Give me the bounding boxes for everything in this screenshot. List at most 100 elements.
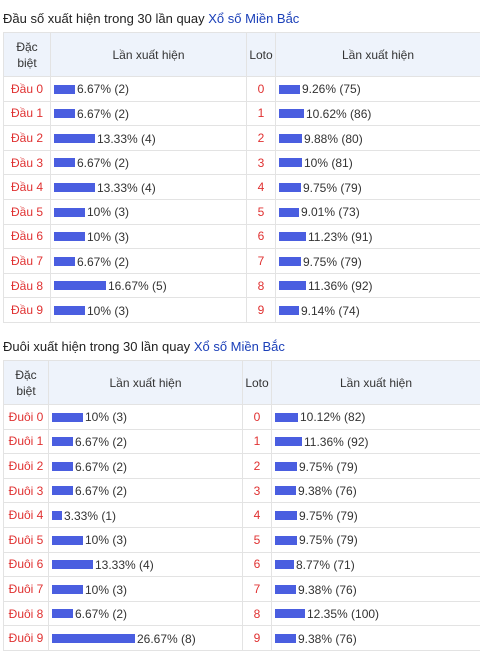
dau-row-label: Đầu 0 bbox=[4, 77, 51, 102]
duoi-row-label: Đuôi 9 bbox=[4, 626, 49, 651]
dau-freq2-value: 9.75% (79) bbox=[303, 254, 362, 268]
dau-row-label: Đầu 2 bbox=[4, 126, 51, 151]
dau-table: Đặc biệt Lần xuất hiện Loto Lần xuất hiệ… bbox=[3, 32, 480, 323]
duoi-loto-number: 3 bbox=[243, 478, 272, 503]
duoi-freq-bar bbox=[52, 560, 93, 569]
duoi-freq-bar bbox=[52, 609, 73, 618]
dau-loto-number: 0 bbox=[247, 77, 276, 102]
duoi-row-label: Đuôi 5 bbox=[4, 527, 49, 552]
dau-freq-bar bbox=[54, 134, 95, 143]
dau-header-special: Đặc biệt bbox=[4, 33, 51, 77]
duoi-section: Đuôi xuất hiện trong 30 lần quay Xổ số M… bbox=[0, 334, 480, 651]
duoi-row-label: Đuôi 8 bbox=[4, 601, 49, 626]
duoi-freq-value: 3.33% (1) bbox=[64, 509, 116, 523]
dau-freq-value: 6.67% (2) bbox=[77, 82, 129, 96]
duoi-freq-cell: 3.33% (1) bbox=[49, 503, 243, 528]
dau-loto-number: 2 bbox=[247, 126, 276, 151]
duoi-title: Đuôi xuất hiện trong 30 lần quay Xổ số M… bbox=[0, 334, 480, 360]
dau-freq2-value: 9.01% (73) bbox=[301, 205, 360, 219]
duoi-freq2-value: 9.38% (76) bbox=[298, 484, 357, 498]
duoi-freq-value: 10% (3) bbox=[85, 533, 127, 547]
dau-freq2-value: 9.75% (79) bbox=[303, 181, 362, 195]
duoi-loto-number: 6 bbox=[243, 552, 272, 577]
duoi-row-label: Đuôi 2 bbox=[4, 454, 49, 479]
duoi-title-text: Đuôi xuất hiện trong 30 lần quay bbox=[3, 339, 190, 354]
duoi-row-label: Đuôi 3 bbox=[4, 478, 49, 503]
dau-freq-cell: 6.67% (2) bbox=[51, 101, 247, 126]
dau-freq-bar bbox=[54, 232, 85, 241]
duoi-freq-cell: 6.67% (2) bbox=[49, 601, 243, 626]
dau-freq-cell: 13.33% (4) bbox=[51, 126, 247, 151]
dau-freq2-bar bbox=[279, 232, 306, 241]
dau-freq2-value: 11.23% (91) bbox=[308, 230, 372, 244]
duoi-table: Đặc biệt Lần xuất hiện Loto Lần xuất hiệ… bbox=[3, 360, 480, 651]
duoi-freq-value: 10% (3) bbox=[85, 582, 127, 596]
duoi-freq-value: 6.67% (2) bbox=[75, 459, 127, 473]
dau-loto-number: 9 bbox=[247, 298, 276, 323]
dau-freq2-cell: 9.14% (74) bbox=[276, 298, 480, 323]
duoi-freq2-bar bbox=[275, 536, 297, 545]
duoi-freq-value: 10% (3) bbox=[85, 410, 127, 424]
duoi-loto-number: 1 bbox=[243, 429, 272, 454]
dau-freq-value: 10% (3) bbox=[87, 205, 129, 219]
duoi-freq2-value: 9.75% (79) bbox=[299, 509, 358, 523]
dau-loto-number: 6 bbox=[247, 224, 276, 249]
dau-row-label: Đầu 3 bbox=[4, 150, 51, 175]
duoi-row-label: Đuôi 1 bbox=[4, 429, 49, 454]
duoi-loto-number: 2 bbox=[243, 454, 272, 479]
dau-freq-bar bbox=[54, 306, 85, 315]
dau-freq2-cell: 11.23% (91) bbox=[276, 224, 480, 249]
dau-freq-cell: 16.67% (5) bbox=[51, 273, 247, 298]
dau-section: Đầu số xuất hiện trong 30 lần quay Xổ số… bbox=[0, 6, 480, 323]
duoi-row-label: Đuôi 7 bbox=[4, 577, 49, 602]
dau-freq-cell: 13.33% (4) bbox=[51, 175, 247, 200]
dau-freq-cell: 10% (3) bbox=[51, 199, 247, 224]
dau-freq-value: 6.67% (2) bbox=[77, 107, 129, 121]
dau-row-label: Đầu 4 bbox=[4, 175, 51, 200]
dau-loto-number: 7 bbox=[247, 249, 276, 274]
duoi-freq-value: 6.67% (2) bbox=[75, 484, 127, 498]
duoi-freq2-bar bbox=[275, 486, 296, 495]
dau-loto-number: 3 bbox=[247, 150, 276, 175]
duoi-freq2-bar bbox=[275, 609, 305, 618]
dau-freq-cell: 6.67% (2) bbox=[51, 249, 247, 274]
dau-freq-cell: 6.67% (2) bbox=[51, 150, 247, 175]
dau-title-link[interactable]: Xổ số Miền Bắc bbox=[208, 11, 299, 26]
duoi-title-link[interactable]: Xổ số Miền Bắc bbox=[194, 339, 285, 354]
dau-header-loto: Loto bbox=[247, 33, 276, 77]
duoi-freq2-cell: 12.35% (100) bbox=[272, 601, 480, 626]
dau-freq-cell: 10% (3) bbox=[51, 298, 247, 323]
duoi-freq-value: 6.67% (2) bbox=[75, 435, 127, 449]
dau-freq2-value: 9.14% (74) bbox=[301, 304, 360, 318]
dau-row-label: Đầu 8 bbox=[4, 273, 51, 298]
dau-freq2-bar bbox=[279, 109, 304, 118]
duoi-freq2-bar bbox=[275, 462, 297, 471]
dau-title: Đầu số xuất hiện trong 30 lần quay Xổ số… bbox=[0, 6, 480, 32]
duoi-freq-bar bbox=[52, 536, 83, 545]
dau-freq2-cell: 9.75% (79) bbox=[276, 175, 480, 200]
dau-freq2-value: 10.62% (86) bbox=[306, 107, 371, 121]
duoi-freq2-cell: 11.36% (92) bbox=[272, 429, 480, 454]
dau-freq-value: 6.67% (2) bbox=[77, 254, 129, 268]
dau-freq-bar bbox=[54, 158, 75, 167]
duoi-freq2-bar bbox=[275, 413, 298, 422]
duoi-freq-cell: 6.67% (2) bbox=[49, 429, 243, 454]
dau-freq2-value: 11.36% (92) bbox=[308, 279, 372, 293]
dau-freq2-value: 9.26% (75) bbox=[302, 82, 361, 96]
duoi-freq2-bar bbox=[275, 437, 302, 446]
duoi-freq2-value: 9.75% (79) bbox=[299, 459, 358, 473]
duoi-freq2-bar bbox=[275, 511, 297, 520]
duoi-header-loto: Loto bbox=[243, 361, 272, 405]
dau-freq2-cell: 9.88% (80) bbox=[276, 126, 480, 151]
duoi-freq-bar bbox=[52, 413, 83, 422]
dau-header-row: Đặc biệt Lần xuất hiện Loto Lần xuất hiệ… bbox=[4, 33, 480, 77]
